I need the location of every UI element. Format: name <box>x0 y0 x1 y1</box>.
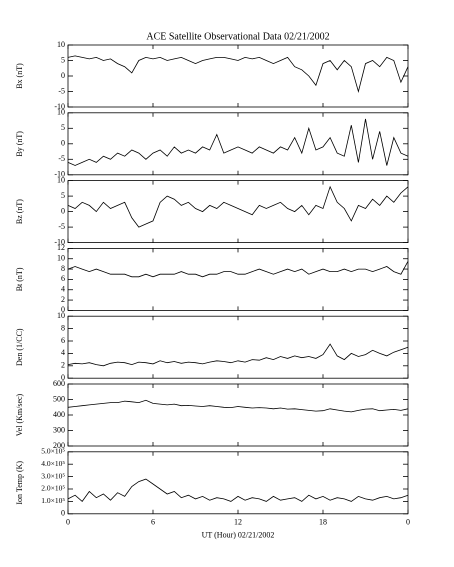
y-axis-label: Bz (nT) <box>15 199 24 224</box>
y-tick-label: 2.0×10⁵ <box>41 484 65 493</box>
y-tick-label: 5 <box>61 55 65 64</box>
y-tick-label: 10 <box>57 311 65 320</box>
y-tick-label: 10 <box>57 175 65 184</box>
y-tick-label: 0 <box>61 305 65 314</box>
y-axis-label: Bx (nT) <box>15 63 24 89</box>
y-tick-label: 8 <box>61 264 65 273</box>
y-tick-label: 5.0×10⁵ <box>41 447 65 456</box>
x-tick-label: 0 <box>406 518 410 527</box>
x-axis-label: UT (Hour) 02/21/2002 <box>202 531 275 540</box>
y-axis-label: By (nT) <box>15 131 24 157</box>
y-tick-label: 4 <box>61 285 65 294</box>
y-tick-label: 0 <box>61 373 65 382</box>
y-tick-label: 3.0×10⁵ <box>41 471 65 480</box>
y-tick-label: 4 <box>61 348 65 357</box>
panel-frame <box>67 247 409 311</box>
y-axis-label: Ion Temp (K) <box>15 461 24 505</box>
series-line <box>67 261 409 278</box>
series-line <box>67 185 409 228</box>
y-axis-label: Den (1/CC) <box>15 328 24 366</box>
panel-frame <box>67 451 409 515</box>
y-tick-label: 400 <box>53 410 65 419</box>
y-tick-label: 0 <box>61 139 65 148</box>
panel-frame <box>67 383 409 447</box>
y-tick-label: 2 <box>61 295 65 304</box>
y-tick-label: 500 <box>53 394 65 403</box>
series-line <box>67 478 409 502</box>
y-tick-label: -10 <box>54 170 65 179</box>
y-tick-label: -5 <box>58 154 65 163</box>
y-tick-label: 300 <box>53 425 65 434</box>
y-tick-label: 4.0×10⁵ <box>41 459 65 468</box>
y-tick-label: -10 <box>54 102 65 111</box>
y-tick-label: 10 <box>57 40 65 49</box>
y-tick-label: 600 <box>53 379 65 388</box>
x-tick-label: 6 <box>151 518 155 527</box>
y-tick-label: 2 <box>61 361 65 370</box>
y-tick-label: 5 <box>61 191 65 200</box>
y-tick-label: 10 <box>57 108 65 117</box>
y-tick-label: 200 <box>53 441 65 450</box>
y-tick-label: 10 <box>57 254 65 263</box>
y-axis-label: Bt (nT) <box>15 267 24 291</box>
panel-frame <box>67 44 409 108</box>
panel-frame <box>67 112 409 176</box>
y-tick-label: 0 <box>61 206 65 215</box>
y-tick-label: -5 <box>58 222 65 231</box>
y-tick-label: 6 <box>61 274 65 283</box>
y-axis-label: Vel (Km/sec) <box>15 393 24 436</box>
y-tick-label: 12 <box>57 243 65 252</box>
y-tick-label: 1.0×10⁵ <box>41 496 65 505</box>
y-tick-label: -10 <box>54 237 65 246</box>
x-tick-label: 0 <box>66 518 70 527</box>
panel-frame <box>67 315 409 379</box>
y-tick-label: 8 <box>61 323 65 332</box>
y-tick-label: -5 <box>58 86 65 95</box>
y-tick-label: 0 <box>61 509 65 518</box>
y-tick-label: 6 <box>61 336 65 345</box>
series-line <box>67 118 409 166</box>
chart-title: ACE Satellite Observational Data 02/21/2… <box>146 31 329 42</box>
series-line <box>67 55 409 94</box>
x-tick-label: 12 <box>234 518 242 527</box>
y-tick-label: 0 <box>61 71 65 80</box>
x-tick-label: 18 <box>319 518 327 527</box>
series-line <box>67 399 409 413</box>
y-tick-label: 5 <box>61 123 65 132</box>
panel-frame <box>67 180 409 244</box>
series-line <box>67 343 409 367</box>
